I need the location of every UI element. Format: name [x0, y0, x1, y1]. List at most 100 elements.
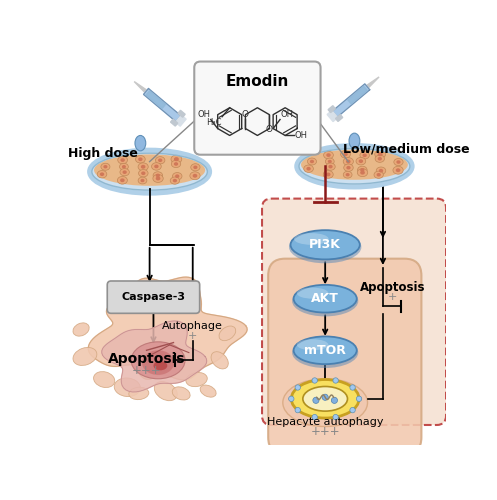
- Ellipse shape: [139, 170, 148, 177]
- Ellipse shape: [323, 170, 333, 178]
- Text: +++: +++: [310, 426, 340, 438]
- Ellipse shape: [211, 352, 228, 369]
- Text: H₃C: H₃C: [206, 118, 221, 126]
- Ellipse shape: [171, 160, 181, 168]
- Ellipse shape: [141, 179, 145, 182]
- Polygon shape: [328, 106, 335, 112]
- Ellipse shape: [172, 172, 182, 180]
- Ellipse shape: [344, 164, 353, 172]
- Ellipse shape: [89, 150, 210, 193]
- Ellipse shape: [191, 164, 200, 171]
- Ellipse shape: [396, 168, 401, 172]
- Ellipse shape: [135, 136, 146, 151]
- Ellipse shape: [304, 165, 314, 172]
- Text: Apoptosis: Apoptosis: [108, 352, 185, 366]
- Ellipse shape: [152, 162, 161, 170]
- Ellipse shape: [118, 156, 128, 164]
- Polygon shape: [175, 115, 186, 126]
- Polygon shape: [327, 110, 338, 122]
- Text: Emodin: Emodin: [226, 74, 289, 89]
- Ellipse shape: [93, 372, 115, 388]
- Ellipse shape: [393, 166, 403, 174]
- Ellipse shape: [377, 173, 381, 176]
- Ellipse shape: [289, 231, 361, 264]
- Ellipse shape: [326, 153, 331, 157]
- Text: +: +: [188, 330, 197, 340]
- Ellipse shape: [120, 168, 129, 176]
- Ellipse shape: [379, 169, 383, 172]
- Ellipse shape: [360, 168, 364, 172]
- Text: High dose: High dose: [69, 148, 138, 160]
- Ellipse shape: [154, 382, 177, 400]
- Ellipse shape: [138, 158, 143, 161]
- Text: Caspase-3: Caspase-3: [121, 292, 185, 302]
- Circle shape: [322, 394, 328, 400]
- Ellipse shape: [294, 233, 329, 245]
- Ellipse shape: [122, 170, 127, 174]
- Circle shape: [350, 385, 355, 390]
- Ellipse shape: [343, 152, 348, 156]
- Ellipse shape: [172, 387, 190, 400]
- Ellipse shape: [343, 158, 353, 166]
- Ellipse shape: [114, 378, 140, 396]
- Circle shape: [333, 378, 338, 383]
- Ellipse shape: [326, 172, 331, 176]
- Ellipse shape: [340, 150, 350, 158]
- Ellipse shape: [141, 165, 146, 168]
- Ellipse shape: [329, 165, 332, 168]
- Ellipse shape: [219, 326, 236, 340]
- Circle shape: [295, 408, 301, 413]
- Ellipse shape: [73, 348, 97, 366]
- Ellipse shape: [343, 172, 352, 178]
- Ellipse shape: [175, 174, 179, 178]
- Ellipse shape: [297, 146, 412, 187]
- Ellipse shape: [136, 156, 145, 163]
- Polygon shape: [332, 84, 370, 117]
- Polygon shape: [348, 86, 367, 104]
- Text: OH: OH: [197, 110, 210, 118]
- Ellipse shape: [308, 158, 317, 165]
- Text: Apoptosis: Apoptosis: [360, 280, 425, 293]
- Text: +++: +++: [132, 364, 162, 377]
- Ellipse shape: [326, 163, 335, 170]
- FancyBboxPatch shape: [107, 281, 200, 314]
- Ellipse shape: [346, 166, 351, 170]
- Ellipse shape: [170, 177, 179, 184]
- Text: Low/medium dose: Low/medium dose: [343, 142, 469, 155]
- Ellipse shape: [153, 172, 163, 179]
- FancyBboxPatch shape: [262, 198, 446, 425]
- Ellipse shape: [310, 160, 314, 163]
- Polygon shape: [335, 114, 343, 121]
- FancyBboxPatch shape: [194, 62, 321, 154]
- Ellipse shape: [190, 172, 200, 180]
- Circle shape: [312, 414, 318, 420]
- Ellipse shape: [142, 350, 174, 375]
- Ellipse shape: [173, 179, 177, 182]
- Text: O: O: [242, 110, 249, 118]
- Ellipse shape: [119, 164, 128, 170]
- Circle shape: [331, 398, 337, 404]
- Ellipse shape: [292, 286, 358, 316]
- Ellipse shape: [359, 160, 363, 163]
- Text: mTOR: mTOR: [304, 344, 346, 357]
- Ellipse shape: [356, 158, 366, 165]
- Ellipse shape: [141, 172, 146, 175]
- Circle shape: [313, 398, 319, 404]
- Polygon shape: [102, 321, 207, 392]
- Polygon shape: [146, 91, 166, 108]
- Ellipse shape: [324, 152, 333, 159]
- Ellipse shape: [120, 158, 125, 162]
- Ellipse shape: [174, 162, 178, 166]
- Polygon shape: [134, 82, 147, 92]
- Ellipse shape: [375, 155, 385, 162]
- Ellipse shape: [378, 152, 383, 156]
- Text: O: O: [266, 124, 273, 134]
- Ellipse shape: [292, 337, 358, 368]
- Text: OH: OH: [281, 110, 294, 118]
- Ellipse shape: [103, 165, 107, 168]
- Polygon shape: [88, 277, 247, 380]
- Ellipse shape: [100, 172, 104, 176]
- Ellipse shape: [297, 339, 329, 350]
- Ellipse shape: [122, 165, 126, 168]
- Ellipse shape: [153, 174, 163, 182]
